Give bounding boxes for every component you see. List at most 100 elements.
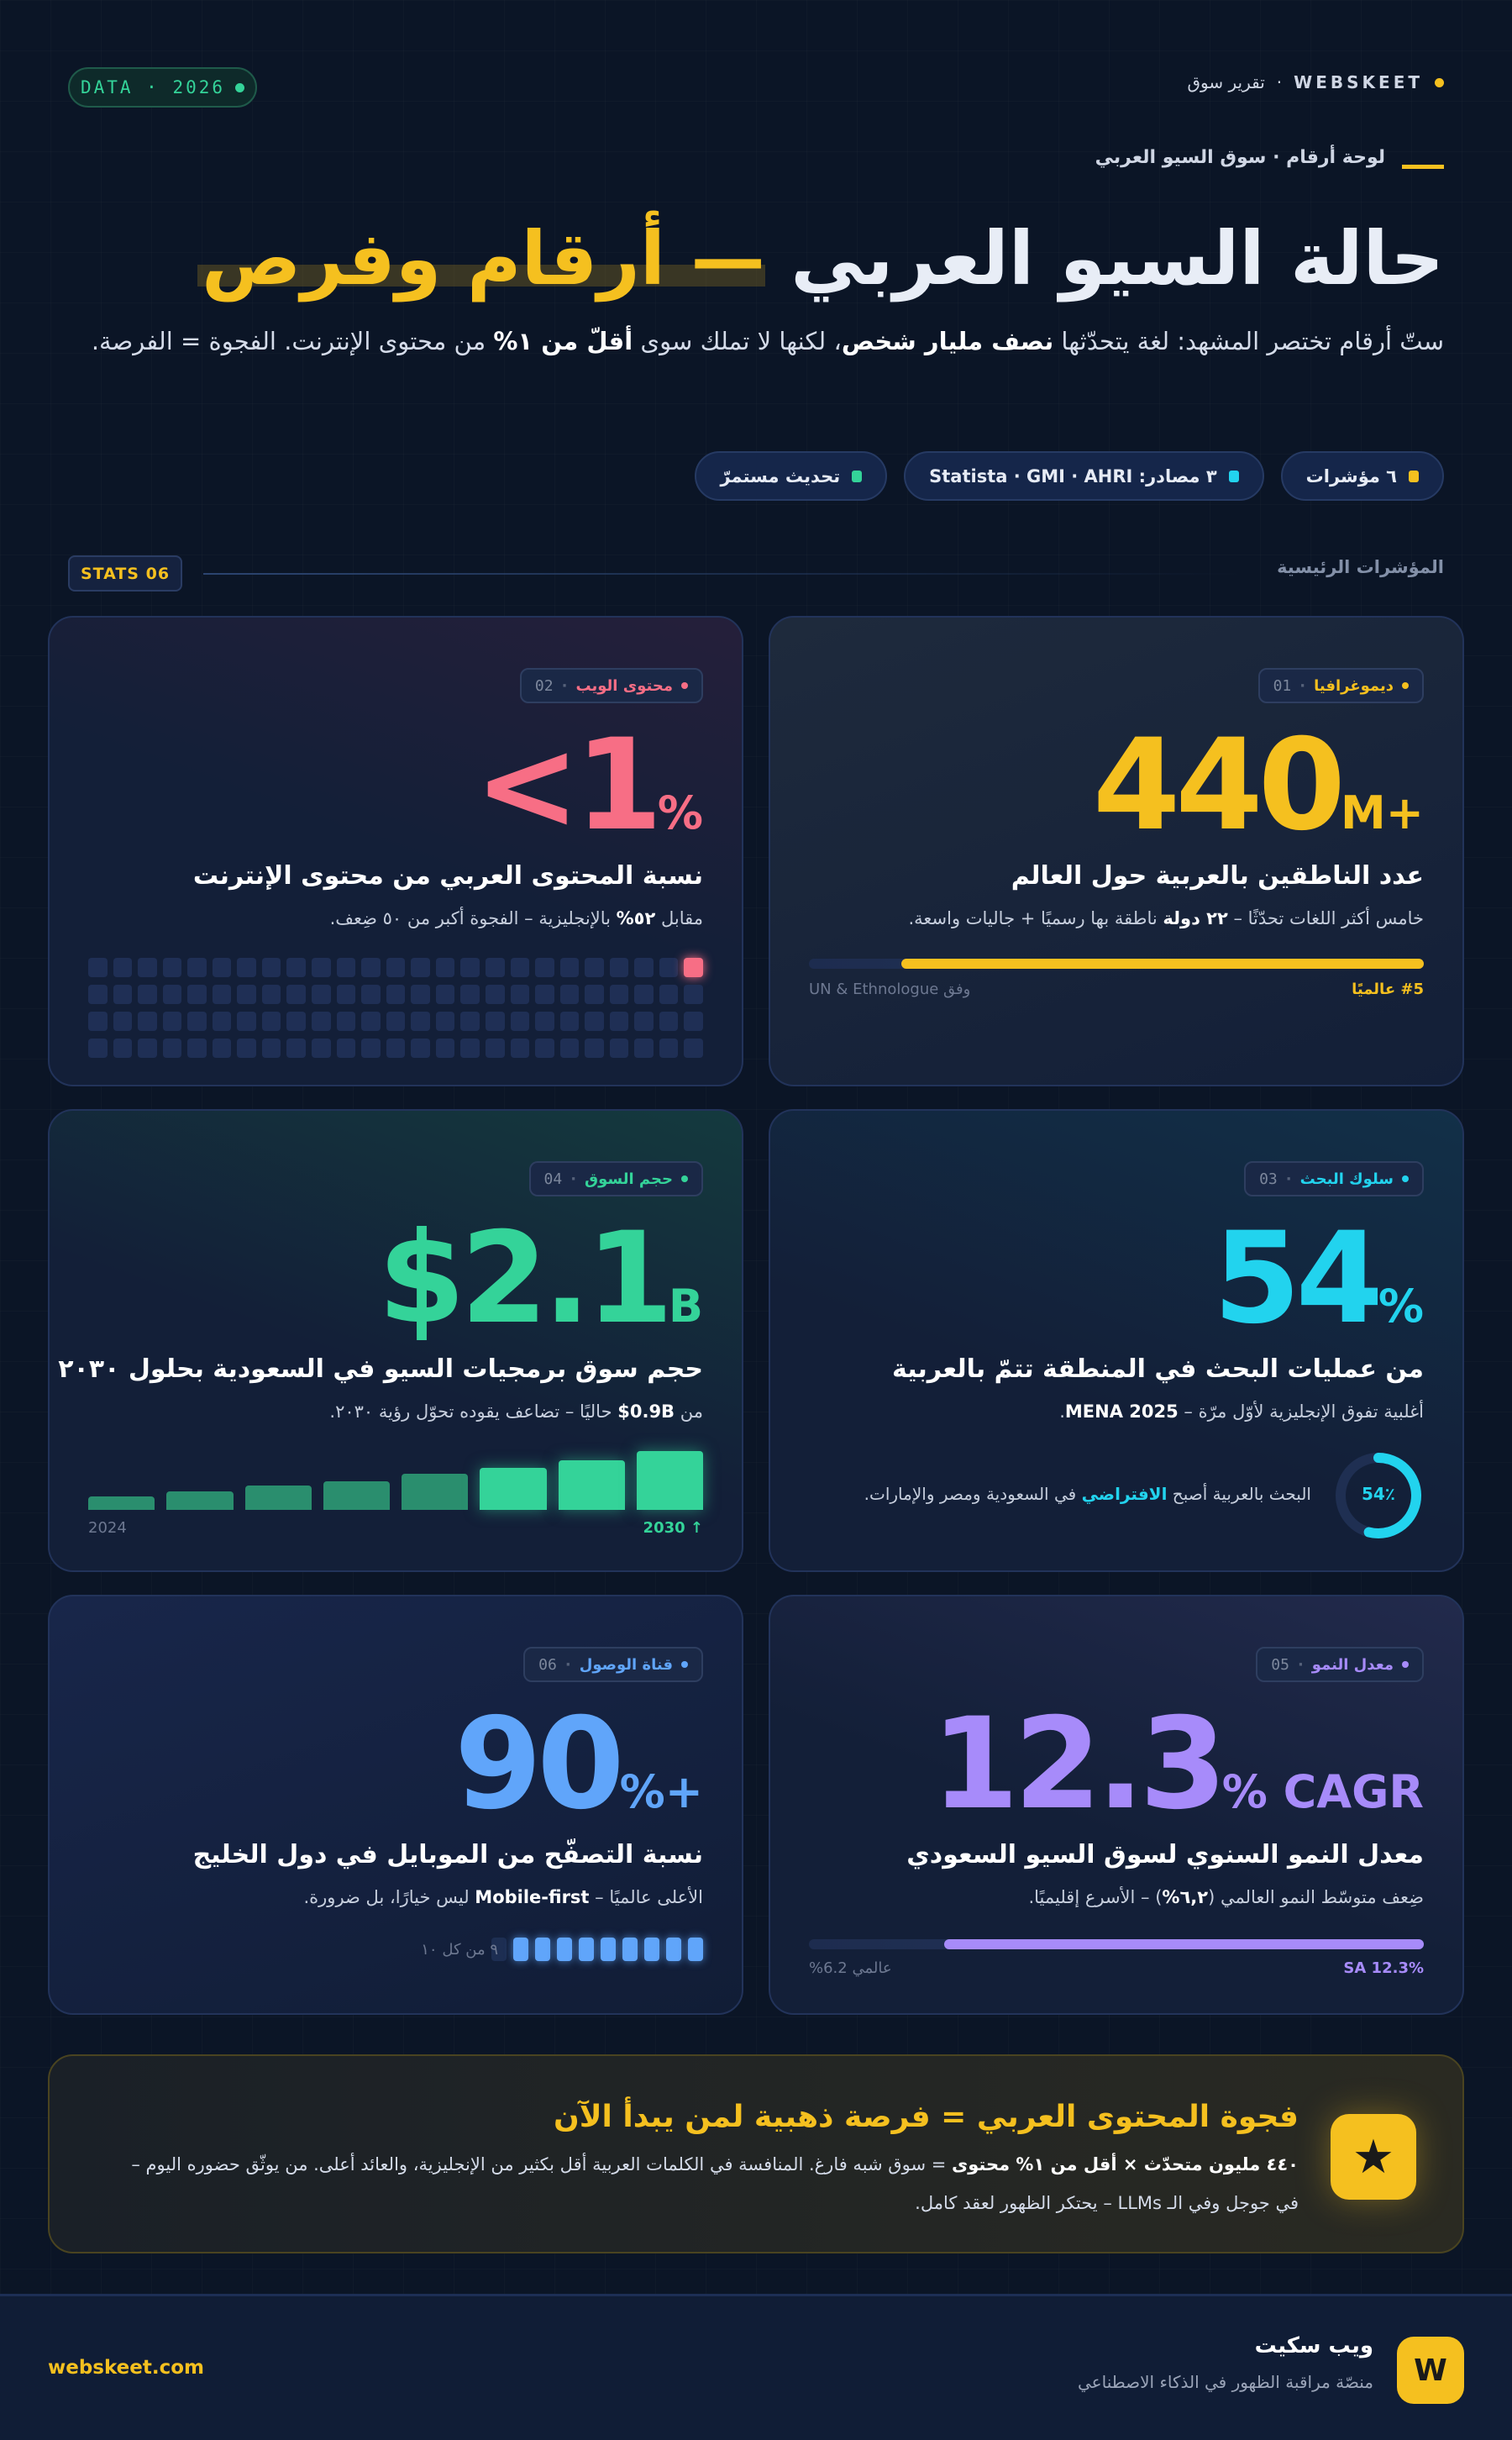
segments-label: ٩ من كل ١٠ (421, 1941, 498, 1959)
grid-cell (510, 958, 530, 977)
value-suffix: % CAGR (1221, 1765, 1424, 1818)
dot-icon (681, 682, 688, 689)
grid-cell (361, 958, 381, 977)
growth-bar (166, 1491, 234, 1510)
stat-subtext: الأعلى عالميًا – Mobile-first ليس خيارًا… (303, 1887, 703, 1907)
grid-cell (361, 1039, 381, 1058)
grid-cell (162, 1012, 182, 1031)
square-icon (1409, 470, 1419, 482)
section-label: المؤشرات الرئيسية (1277, 557, 1444, 577)
square-icon (852, 470, 863, 482)
sub-bold: MENA 2025 (1064, 1401, 1179, 1422)
grid-cell (510, 1039, 530, 1058)
badge-category: معدل النمو (1311, 1655, 1394, 1674)
stat-card-web-content: محتوى الويب · 02 <1% نسبة المحتوى العربي م… (48, 616, 743, 1086)
stat-heading: نسبة التصفّح من الموبايل في دول الخليج (192, 1840, 703, 1869)
growth-comparison-bar (809, 1939, 1424, 1949)
grid-cell (659, 958, 679, 977)
dot-icon (1402, 1175, 1409, 1182)
badge-category: قناة الوصول (579, 1655, 673, 1674)
stat-card-search: سلوك البحث · 03 54% من عمليات البحث في الم… (769, 1109, 1464, 1572)
grid-cell (559, 958, 580, 977)
desc-bold: أقلّ من ١% (493, 327, 633, 355)
grid-cell (138, 985, 157, 1004)
value-number: 12.3 (931, 1691, 1227, 1838)
grid-cell (609, 1039, 629, 1058)
stat-value: 90%+ (454, 1701, 703, 1827)
card-badge: قناة الوصول · 06 (523, 1647, 703, 1682)
grid-cell (559, 1039, 580, 1058)
sub-part: خامس أكثر اللغات تحدّثًا – (1227, 908, 1424, 928)
stat-subtext: مقابل ٥٢% بالإنجليزية – الفجوة أكبر من ٥… (330, 908, 703, 928)
grid-cell (361, 985, 381, 1004)
title-main: حالة السيو العربي (790, 215, 1444, 302)
sub-part: مقابل (655, 908, 703, 928)
grid-cell (312, 985, 331, 1004)
stat-card-mobile: قناة الوصول · 06 90%+ نسبة التصفّح من المو… (48, 1595, 743, 2015)
badge-category: ديموغرافيا (1314, 676, 1394, 695)
star-icon: ★ (1331, 2114, 1416, 2200)
opportunity-banner: ★ فجوة المحتوى العربي = فرصة ذهبية لمن ي… (48, 2054, 1464, 2253)
brand-dot-icon (1435, 77, 1444, 87)
sa-rate-label: SA 12.3% (1343, 1959, 1424, 1977)
sub-bold: ٢٢ دولة (1163, 908, 1228, 928)
grid-cell (88, 1039, 108, 1058)
grid-cell (336, 985, 356, 1004)
sub-bold: 0.9B$ (617, 1401, 675, 1422)
grid-cell (336, 1039, 356, 1058)
grid-cell (684, 958, 703, 977)
section-divider (203, 573, 1245, 575)
grid-cell (634, 958, 654, 977)
grid-cell (435, 1012, 455, 1031)
grid-cell (212, 1012, 232, 1031)
grid-cell (113, 1039, 133, 1058)
grid-cell (261, 1039, 281, 1058)
chip-label: تحديث مستمرّ (720, 465, 841, 486)
badge-category: محتوى الويب (575, 676, 673, 695)
grid-cell (585, 958, 604, 977)
segment (644, 1938, 659, 1961)
data-year-pill: DATA · 2026 (68, 67, 257, 108)
value-number: <1 (474, 713, 663, 859)
stat-card-speakers: ديموغرافيا · 01 440M+ عدد الناطقين بالعربي… (769, 616, 1464, 1086)
dot-icon (681, 1175, 688, 1182)
mobile-share-segments (491, 1938, 703, 1961)
segment (688, 1938, 703, 1961)
stat-heading: عدد الناطقين بالعربية حول العالم (1011, 861, 1424, 891)
segment (513, 1938, 528, 1961)
grid-cell (510, 1012, 530, 1031)
grid-cell (312, 958, 331, 977)
page-title: حالة السيو العربي — أرقام وفرص (202, 214, 1444, 303)
grid-cell (312, 1012, 331, 1031)
grid-cell (212, 1039, 232, 1058)
grid-cell (411, 1012, 430, 1031)
grid-cell (535, 1039, 554, 1058)
data-pill-label: DATA · 2026 (80, 77, 226, 97)
banner-title: فجوة المحتوى العربي = فرصة ذهبية لمن يبد… (554, 2100, 1299, 2134)
sub-part: بالإنجليزية – الفجوة أكبر من ٥٠ ضِعف. (329, 908, 617, 928)
segment (622, 1938, 638, 1961)
value-suffix: M+ (1341, 786, 1424, 839)
segment (535, 1938, 550, 1961)
website-link[interactable]: webskeet.com (48, 2357, 205, 2379)
grid-cell (411, 985, 430, 1004)
banner-bold: ٤٤٠ مليون متحدّث × أقل من ١% محتوى (952, 2154, 1299, 2174)
desc-bold: نصف مليار شخص (841, 327, 1054, 355)
grid-cell (261, 985, 281, 1004)
grid-cell (237, 1039, 256, 1058)
brand-name: WEBSKEET (1294, 72, 1423, 92)
value-number: 90 (454, 1691, 625, 1838)
grid-cell (113, 985, 133, 1004)
kicker: لوحة أرقام · سوق السيو العربي (1095, 146, 1444, 169)
grid-cell (535, 958, 554, 977)
value-number: 440 (1092, 713, 1346, 859)
segment (601, 1938, 616, 1961)
grid-cell (659, 1012, 679, 1031)
grid-cell (460, 1012, 480, 1031)
desc-part: من محتوى الإنترنت. الفجوة = الفرصة. (91, 327, 494, 355)
grid-cell (684, 1012, 703, 1031)
badge-number: 06 (538, 1655, 557, 1674)
grid-cell (609, 958, 629, 977)
grid-cell (336, 1012, 356, 1031)
note-part: البحث بالعربية أصبح (1167, 1484, 1311, 1504)
